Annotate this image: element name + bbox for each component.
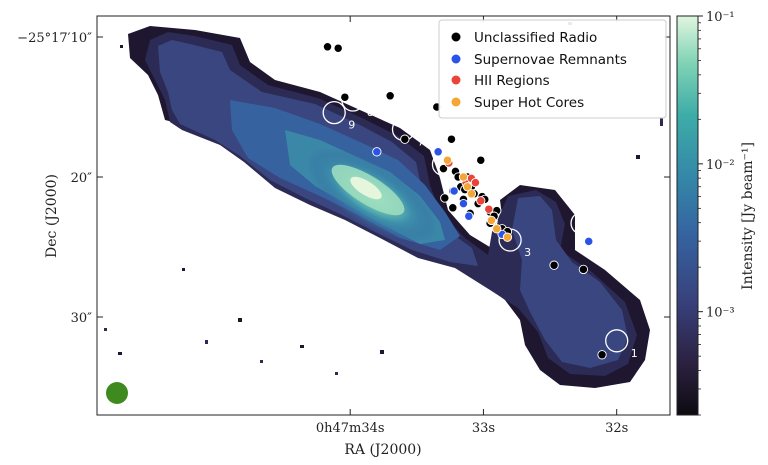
x-tick-label: 32s <box>605 421 628 436</box>
plot-frame <box>96 15 671 416</box>
point-supernovae-remnants-4 <box>464 211 474 221</box>
points-layer <box>322 42 607 360</box>
colorbar-tick-label: 10⁻² <box>706 158 735 173</box>
point-super-hot-cores-3 <box>466 189 477 199</box>
y-tick-label: 30″ <box>71 311 93 326</box>
point-hii-regions-5 <box>484 204 494 214</box>
point-unclassified-radio-0 <box>322 42 333 52</box>
legend-marker-shc <box>451 97 461 107</box>
point-unclassified-radio-33 <box>597 350 607 360</box>
point-supernovae-remnants-3 <box>458 198 469 209</box>
point-unclassified-radio-32 <box>578 264 589 275</box>
legend-label-snr: Supernovae Remnants <box>474 52 627 68</box>
point-unclassified-radio-1 <box>333 43 343 53</box>
point-supernovae-remnants-1 <box>433 147 443 157</box>
colorbar-tick-label: 10⁻³ <box>706 306 735 321</box>
colorbar: 10⁻¹ 10⁻² 10⁻³ Intensity [Jy beam⁻¹] <box>676 10 756 416</box>
point-super-hot-cores-6 <box>502 232 513 242</box>
point-super-hot-cores-2 <box>462 182 473 192</box>
beam-ellipse <box>106 382 128 404</box>
point-unclassified-radio-31 <box>549 260 559 270</box>
ticks-layer: 0h47m34s 33s 32s −25°17′10″ 20″ 30″ <box>17 16 670 436</box>
point-supernovae-remnants-0 <box>372 147 382 157</box>
region-label-10: 10 <box>347 58 361 71</box>
x-axis-label: RA (J2000) <box>344 442 421 458</box>
y-axis-label: Dec (J2000) <box>44 174 60 258</box>
point-hii-regions-3 <box>470 177 481 188</box>
point-unclassified-radio-27 <box>440 193 450 203</box>
legend-marker-unclassified <box>451 32 461 42</box>
point-super-hot-cores-0 <box>442 155 453 165</box>
colorbar-gradient <box>676 15 699 416</box>
region-label-8: 8 <box>367 106 374 119</box>
x-tick-label: 33s <box>472 421 495 436</box>
point-unclassified-radio-7 <box>476 155 486 165</box>
region-circle-1 <box>605 329 629 353</box>
region-circle-2 <box>570 211 594 235</box>
point-super-hot-cores-5 <box>492 224 502 234</box>
y-tick-label: −25°17′10″ <box>17 31 92 46</box>
point-unclassified-radio-5 <box>400 134 410 144</box>
colorbar-label: Intensity [Jy beam⁻¹] <box>740 142 756 290</box>
point-hii-regions-4 <box>476 196 486 206</box>
x-tick-label: 0h47m34s <box>316 421 385 436</box>
point-unclassified-radio-6 <box>446 134 457 144</box>
legend-label-hii: HII Regions <box>474 73 550 89</box>
point-supernovae-remnants-2 <box>449 186 459 196</box>
legend-label-unclassified: Unclassified Radio <box>474 30 597 46</box>
region-label-1: 1 <box>631 347 638 360</box>
region-label-7: 7 <box>417 135 424 148</box>
colorbar-tick-label: 10⁻¹ <box>706 10 735 25</box>
point-unclassified-radio-8 <box>438 163 449 174</box>
legend-marker-hii <box>451 75 461 85</box>
region-circle-6 <box>431 152 456 177</box>
legend-marker-snr <box>451 54 461 64</box>
legend-label-shc: Super Hot Cores <box>474 95 584 111</box>
colorbar-ticks: 10⁻¹ 10⁻² 10⁻³ <box>698 10 735 416</box>
legend: Unclassified Radio Supernovae Remnants H… <box>438 19 667 119</box>
region-label-3: 3 <box>524 246 531 259</box>
region-circle-10 <box>321 40 345 65</box>
point-supernovae-remnants-6 <box>584 236 594 247</box>
legend-box <box>438 19 667 119</box>
point-super-hot-cores-4 <box>486 215 497 226</box>
point-unclassified-radio-25 <box>448 203 458 213</box>
region-label-2: 2 <box>596 229 603 242</box>
emission-map <box>104 22 663 388</box>
point-super-hot-cores-1 <box>458 172 469 182</box>
y-tick-label: 20″ <box>71 171 93 186</box>
point-unclassified-radio-3 <box>385 91 395 101</box>
point-unclassified-radio-2 <box>340 92 350 102</box>
region-label-9: 9 <box>348 119 355 132</box>
region-circle-9 <box>322 100 346 125</box>
